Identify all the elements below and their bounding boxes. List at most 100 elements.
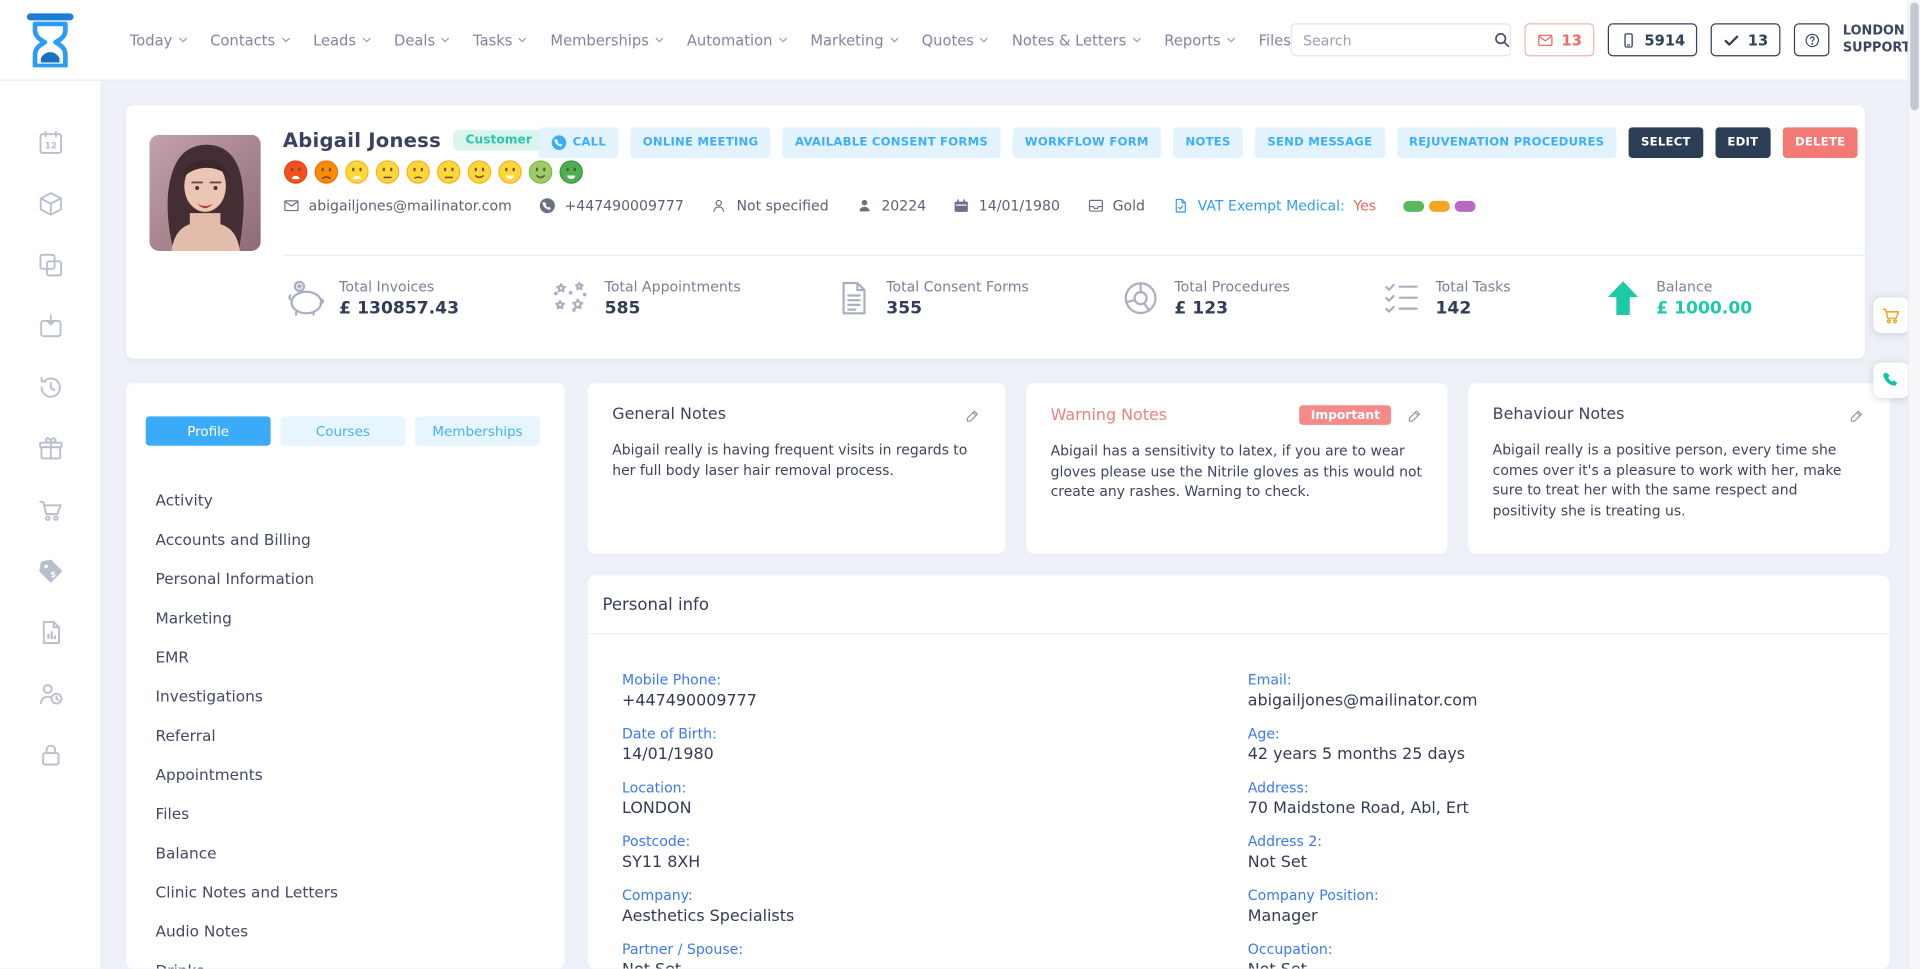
mood-meh-icon[interactable] <box>375 159 401 185</box>
patient-id[interactable]: 20224 <box>856 197 926 214</box>
rail-cart-icon[interactable] <box>36 496 64 524</box>
menu-item-investigations[interactable]: Investigations <box>155 686 263 705</box>
rail-duplicate-icon[interactable] <box>36 251 64 279</box>
stat-total-consent-forms: Total Consent Forms 355 <box>832 278 1029 318</box>
label-pill[interactable] <box>1428 200 1450 212</box>
menu-item-referral[interactable]: Referral <box>155 725 216 744</box>
phone-badge[interactable]: 5914 <box>1607 23 1698 57</box>
menu-item-emr[interactable]: EMR <box>155 647 190 666</box>
select-button[interactable]: SELECT <box>1628 127 1703 158</box>
nav-item-notes-letters[interactable]: Notes & Letters <box>1012 31 1142 48</box>
mood-unsure-icon[interactable] <box>405 159 431 185</box>
tab-courses[interactable]: Courses <box>280 416 406 446</box>
menu-item-personal-information[interactable]: Personal Information <box>155 568 315 588</box>
menu-item-clinic-notes-and-letters[interactable]: Clinic Notes and Letters <box>155 882 339 901</box>
rail-history-icon[interactable] <box>36 373 64 401</box>
phone-count: 5914 <box>1644 31 1686 49</box>
tasks-done-badge[interactable]: 13 <box>1711 23 1781 57</box>
quick-call-button[interactable] <box>1873 362 1909 398</box>
chevron-down-icon <box>779 37 787 43</box>
mood-sad-icon[interactable] <box>344 159 370 185</box>
label-pill[interactable] <box>1454 200 1476 212</box>
nav-item-today[interactable]: Today <box>130 31 188 48</box>
edit-pencil-icon[interactable] <box>1406 407 1423 424</box>
consent-form-icon <box>832 278 872 318</box>
menu-item-marketing[interactable]: Marketing <box>155 607 232 627</box>
search-icon[interactable] <box>1493 24 1510 55</box>
patient-phone[interactable]: +447490009777 <box>539 197 684 214</box>
nav-item-deals[interactable]: Deals <box>394 31 451 48</box>
rail-lock-icon[interactable] <box>36 741 64 769</box>
nav-item-leads[interactable]: Leads <box>313 31 372 48</box>
menu-item-drinks[interactable]: Drinks <box>126 950 564 969</box>
field-email: Email: abigailjones@mailinator.com <box>1247 671 1478 711</box>
rail-reports-icon[interactable] <box>36 618 64 646</box>
menu-item-balance[interactable]: Balance <box>155 843 217 862</box>
pos-cart-button[interactable] <box>1873 297 1909 334</box>
rail-calendar-icon[interactable]: 12 <box>36 129 64 157</box>
rail-price-tag-icon[interactable]: $ <box>36 557 64 585</box>
mood-neutral-icon[interactable] <box>436 159 462 185</box>
send-message-button[interactable]: SEND MESSAGE <box>1255 127 1385 158</box>
nav-item-files[interactable]: Files <box>1258 31 1291 49</box>
mood-angry-icon[interactable] <box>283 159 309 185</box>
rejuvenation-procedures-button[interactable]: REJUVENATION PROCEDURES <box>1396 127 1617 158</box>
workflow-form-button[interactable]: WORKFLOW FORM <box>1012 127 1161 158</box>
nav-item-automation[interactable]: Automation <box>687 31 788 48</box>
edit-button[interactable]: EDIT <box>1715 127 1771 158</box>
menu-item-files[interactable]: Files <box>155 803 190 823</box>
mood-pleased-icon[interactable] <box>528 159 554 185</box>
mood-content-icon[interactable] <box>467 159 493 185</box>
rail-user-time-icon[interactable] <box>36 680 64 708</box>
rail-products-icon[interactable] <box>36 190 64 218</box>
rail-gift-icon[interactable] <box>36 435 64 463</box>
patient-email[interactable]: abigailjones@mailinator.com <box>283 197 512 214</box>
rail-orders-icon[interactable] <box>36 312 64 340</box>
search-input[interactable] <box>1292 31 1493 49</box>
menu-item-appointments[interactable]: Appointments <box>155 764 263 784</box>
patient-tier[interactable]: Gold <box>1087 197 1145 214</box>
call-button[interactable]: CALL <box>538 127 619 158</box>
mood-happy-icon[interactable] <box>497 159 523 185</box>
patient-actions: CALL ONLINE MEETING AVAILABLE CONSENT FORM… <box>538 127 1858 158</box>
nav-item-quotes[interactable]: Quotes <box>922 31 990 48</box>
menu-item-accounts-and-billing[interactable]: Accounts and Billing <box>155 529 311 548</box>
nav-item-reports[interactable]: Reports <box>1164 31 1236 48</box>
general-notes-card: General Notes Abigail really is having f… <box>587 383 1006 554</box>
nav-item-memberships[interactable]: Memberships <box>550 31 664 48</box>
mail-count: 13 <box>1561 31 1582 49</box>
tab-memberships[interactable]: Memberships <box>415 416 541 446</box>
nav-item-marketing[interactable]: Marketing <box>810 31 899 48</box>
top-bar-right: 13 5914 13 LONDON SUPPORT <box>1290 20 1920 60</box>
label-pill[interactable] <box>1403 200 1424 212</box>
arrow-up-icon <box>1602 278 1642 318</box>
nav-item-tasks[interactable]: Tasks <box>473 31 528 48</box>
nav-item-contacts[interactable]: Contacts <box>210 31 291 48</box>
scrollbar[interactable] <box>1907 0 1920 969</box>
personal-info-right-column: Email: abigailjones@mailinator.com Age: 42 … <box>1248 671 1874 969</box>
mail-badge[interactable]: 13 <box>1524 23 1595 57</box>
edit-pencil-icon[interactable] <box>964 406 981 423</box>
hourglass-logo-icon[interactable] <box>24 12 75 68</box>
online-meeting-button[interactable]: ONLINE MEETING <box>630 127 771 158</box>
tab-profile[interactable]: Profile <box>145 416 271 446</box>
patient-photo[interactable] <box>149 134 261 252</box>
call-icon <box>551 135 567 151</box>
vat-exempt-medical[interactable]: VAT Exempt Medical: Yes <box>1172 197 1376 214</box>
edit-pencil-icon[interactable] <box>1848 406 1865 423</box>
scrollbar-thumb[interactable] <box>1910 2 1919 111</box>
mood-upset-icon[interactable] <box>313 159 339 185</box>
mood-delighted-icon[interactable] <box>558 159 584 185</box>
menu-item-audio-notes[interactable]: Audio Notes <box>155 921 249 940</box>
chevron-down-icon <box>178 37 187 43</box>
vat-value: Yes <box>1353 197 1377 215</box>
delete-button[interactable]: DELETE <box>1782 127 1858 158</box>
menu-item-activity[interactable]: Activity <box>155 490 213 509</box>
warning-notes-card: Warning Notes Important Abigail has a se… <box>1026 383 1448 554</box>
notes-button[interactable]: NOTES <box>1173 127 1243 158</box>
profile-side-panel: Profile Courses Memberships Activity Accoun… <box>126 383 565 969</box>
available-consent-forms-button[interactable]: AVAILABLE CONSENT FORMS <box>782 127 1001 158</box>
patient-owner[interactable]: Not specified <box>711 197 829 214</box>
patient-dob[interactable]: 14/01/1980 <box>953 197 1060 214</box>
help-button[interactable] <box>1793 23 1830 57</box>
